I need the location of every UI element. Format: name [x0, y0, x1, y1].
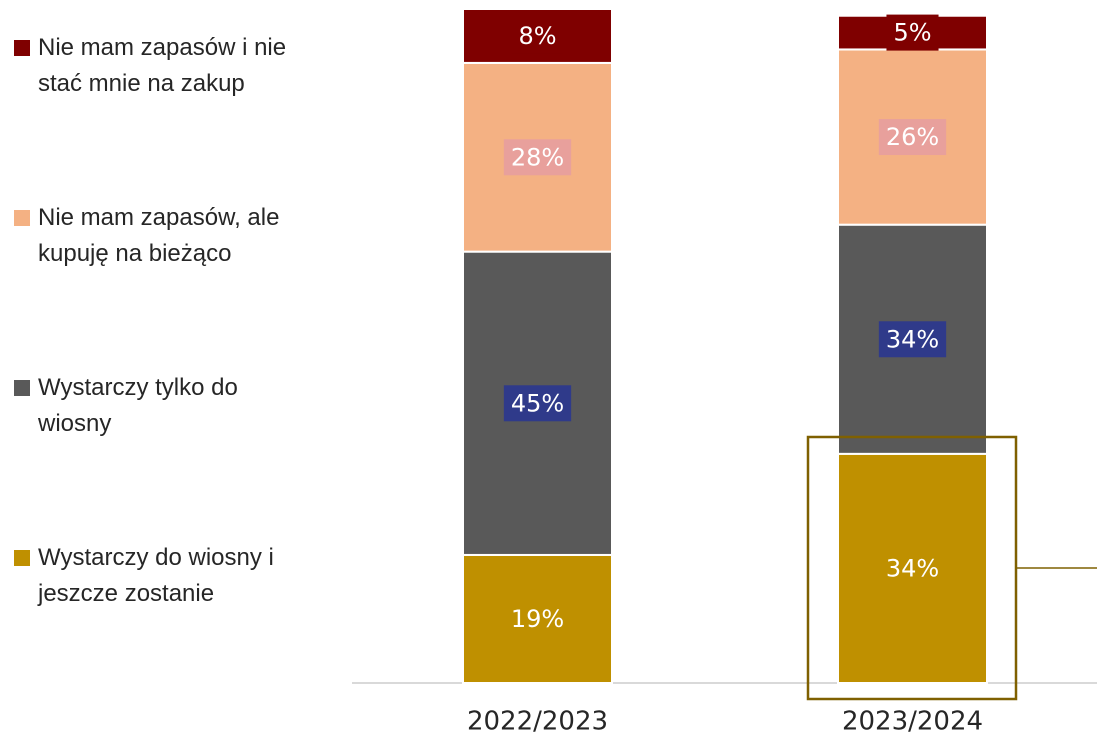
legend-label: Nie mam zapasów i nie stać mnie na zakup	[38, 34, 287, 97]
data-label: 8%	[518, 22, 556, 50]
label-box	[503, 139, 572, 176]
legend-item: Wystarczy tylko do wiosny	[14, 370, 314, 442]
label-box	[511, 17, 564, 54]
label-box	[886, 14, 939, 51]
bar-segment	[462, 553, 613, 684]
data-label: 34%	[886, 325, 939, 353]
legend-label: Wystarczy tylko do wiosny	[38, 374, 238, 437]
label-box	[878, 321, 947, 358]
data-label: 45%	[511, 389, 564, 417]
label-box	[503, 385, 572, 422]
x-tick-label: 2022/2023	[467, 707, 608, 737]
legend-swatch	[14, 40, 30, 56]
data-label: 5%	[893, 19, 931, 47]
legend-swatch	[14, 380, 30, 396]
legend-swatch	[14, 550, 30, 566]
data-label: 19%	[511, 605, 564, 633]
data-label: 26%	[886, 123, 939, 151]
legend-item: Wystarczy do wiosny i jeszcze zostanie	[14, 540, 314, 612]
data-label: 28%	[511, 143, 564, 171]
data-label: 34%	[886, 554, 939, 582]
x-tick-label: 2023/2024	[842, 707, 983, 737]
label-box	[878, 119, 947, 156]
bar-segment	[837, 452, 988, 684]
legend-item: Nie mam zapasów i nie stać mnie na zakup	[14, 30, 314, 102]
legend-label: Nie mam zapasów, ale kupuję na bieżąco	[38, 204, 280, 267]
legend-label: Wystarczy do wiosny i jeszcze zostanie	[38, 544, 274, 607]
legend-item: Nie mam zapasów, ale kupuję na bieżąco	[14, 200, 314, 272]
legend-swatch	[14, 210, 30, 226]
